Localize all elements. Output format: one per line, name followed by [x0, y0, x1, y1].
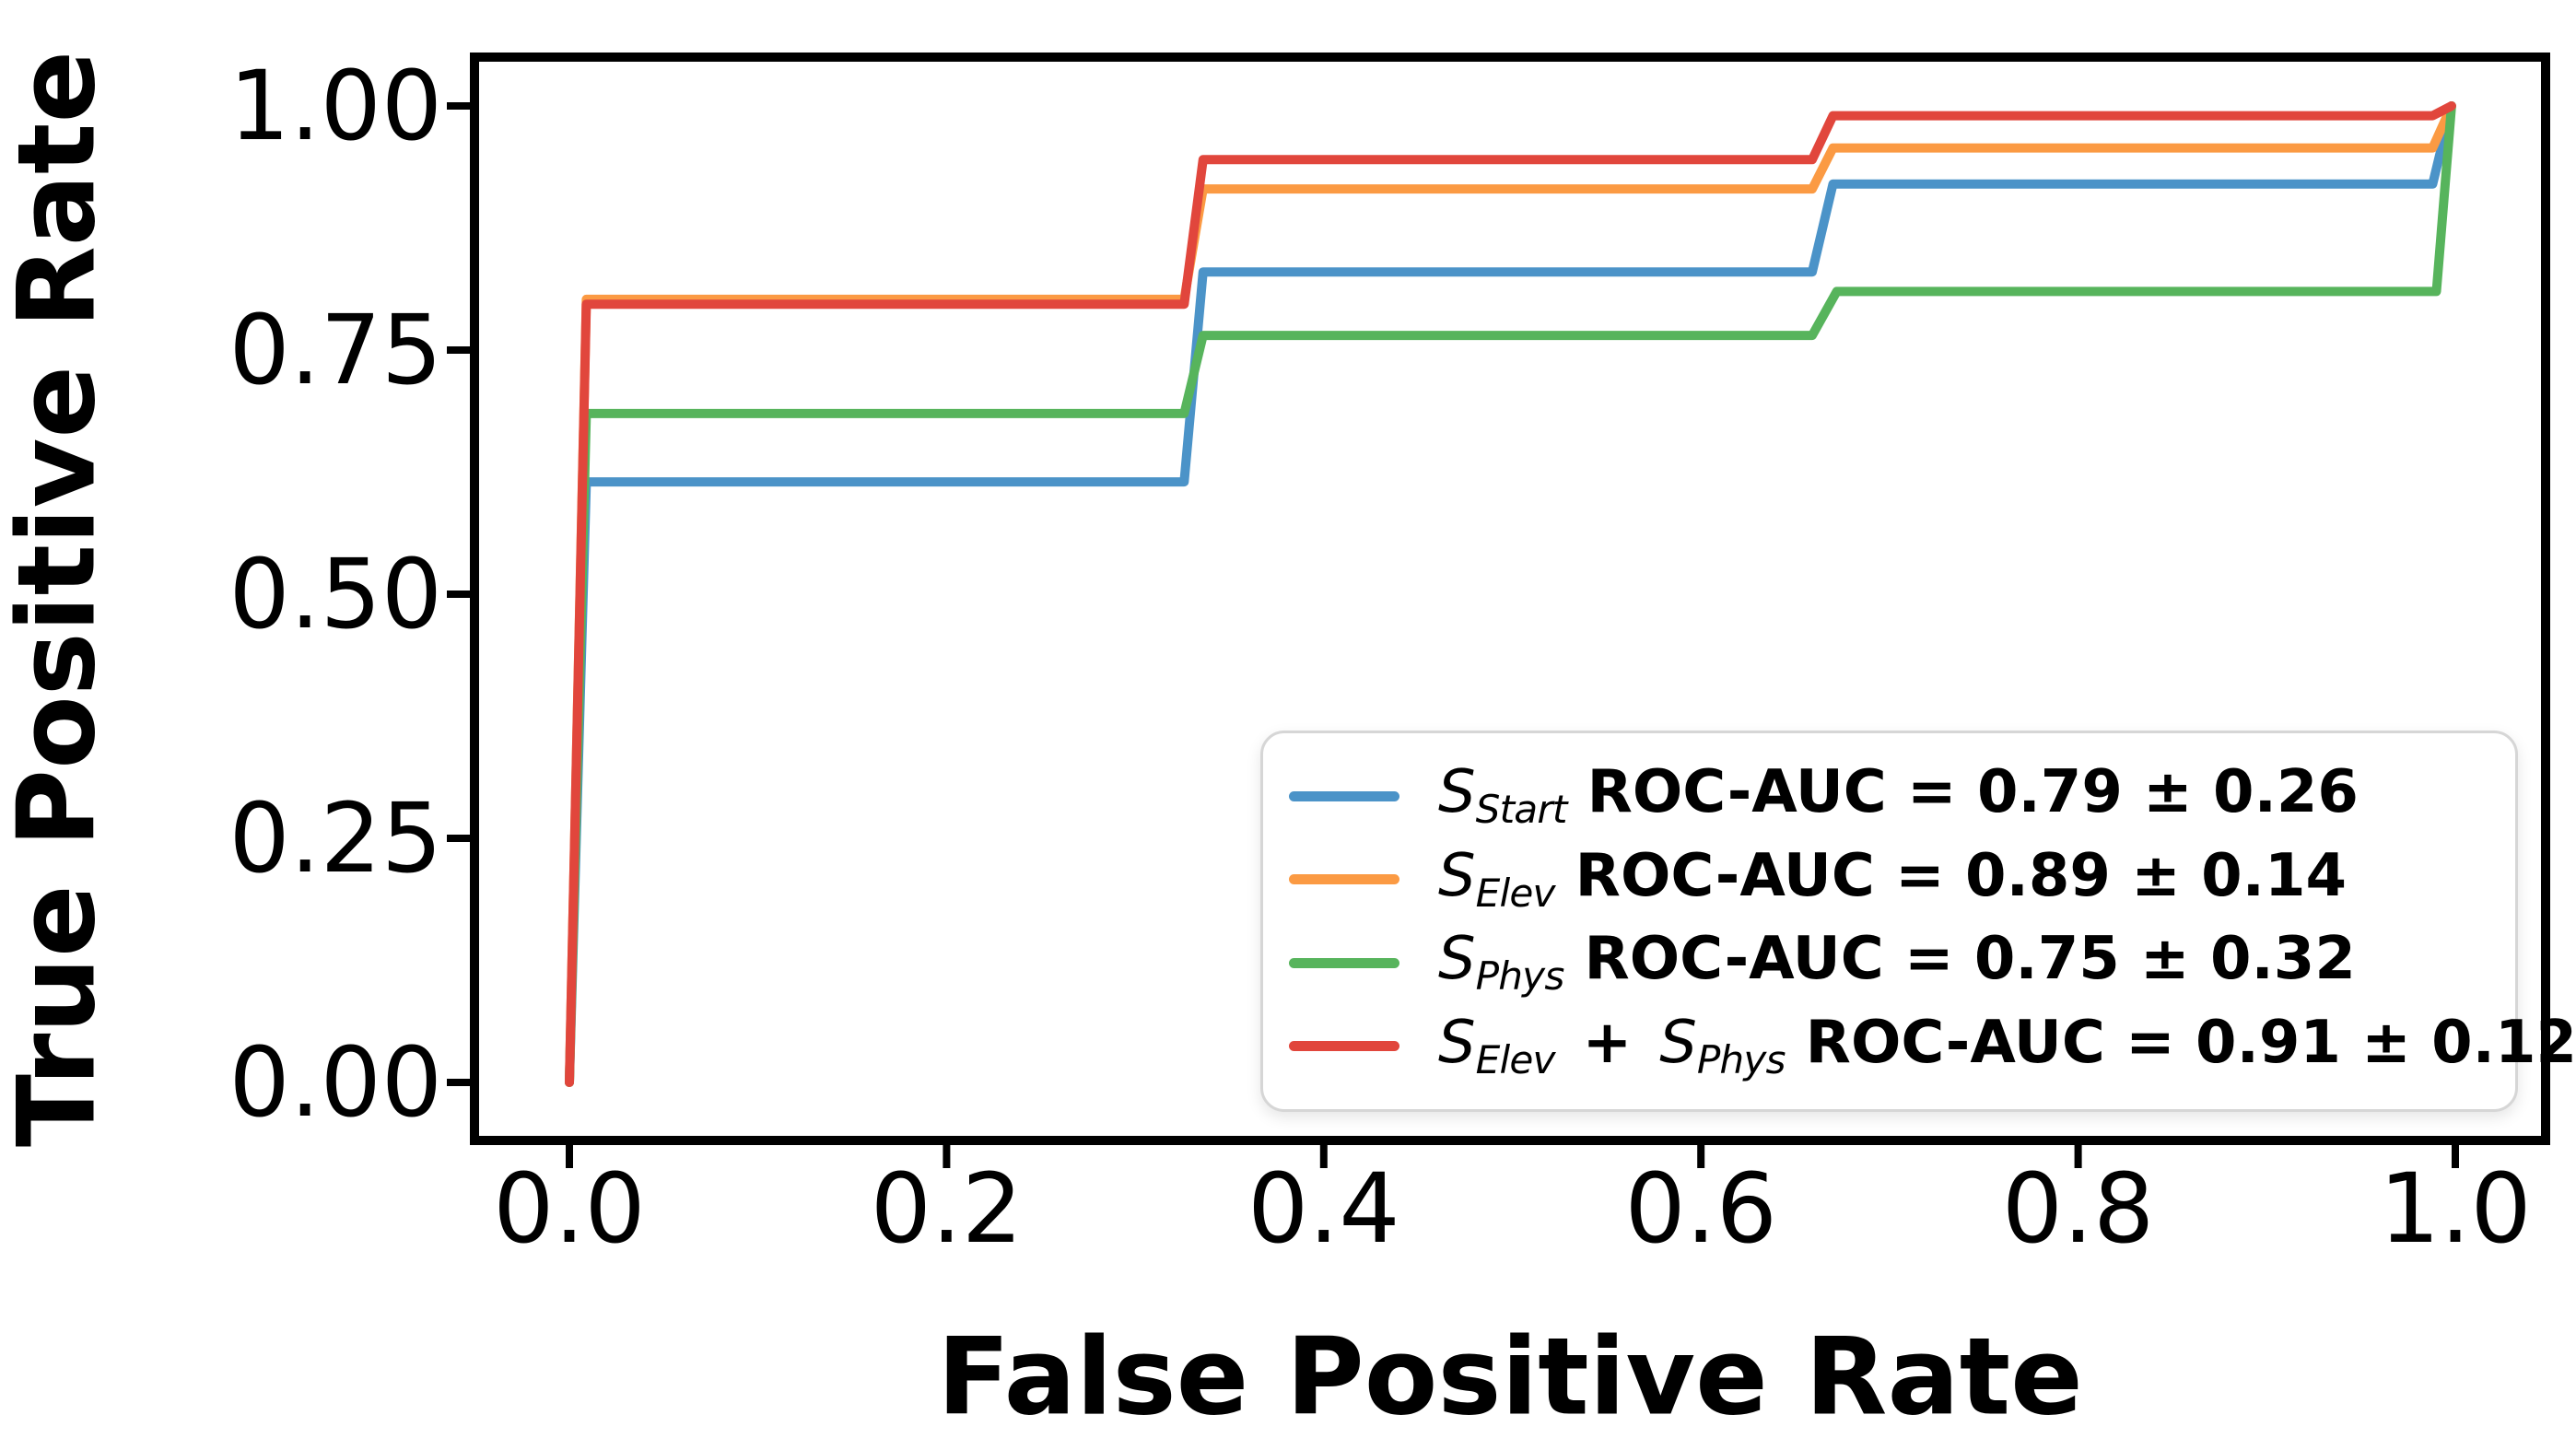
y-tick-label: 1.00 — [228, 50, 442, 162]
legend-label: SPhys ROC-AUC = 0.75 ± 0.32 — [1438, 925, 2356, 999]
legend-label: SStart ROC-AUC = 0.79 ± 0.26 — [1438, 758, 2359, 833]
roc-curve-s-elev — [565, 101, 2456, 1087]
x-tick-label: 1.0 — [2379, 1152, 2532, 1265]
legend-item: SElev ROC-AUC = 0.89 ± 0.14 — [1289, 847, 2488, 913]
x-tick-label: 0.0 — [493, 1152, 646, 1265]
roc-curve-s-start — [565, 101, 2456, 1087]
roc-curve-s-elev-s-phys — [565, 101, 2456, 1087]
y-axis-title: True Positive Rate — [0, 50, 120, 1148]
legend-line-swatch — [1289, 1041, 1399, 1052]
x-tick-label: 0.8 — [2001, 1152, 2155, 1265]
legend-item: SPhys ROC-AUC = 0.75 ± 0.32 — [1289, 930, 2488, 996]
legend-label: SElev ROC-AUC = 0.89 ± 0.14 — [1438, 841, 2348, 916]
y-tick-label: 0.75 — [228, 294, 442, 406]
legend-item: SElev + SPhys ROC-AUC = 0.91 ± 0.12 — [1289, 1013, 2576, 1080]
y-tick-label: 0.25 — [228, 782, 442, 895]
x-tick-label: 0.4 — [1247, 1152, 1400, 1265]
legend: SStart ROC-AUC = 0.79 ± 0.26 SElev ROC-AUC … — [1260, 731, 2576, 1112]
y-tick-label: 0.00 — [228, 1026, 442, 1139]
legend-line-swatch — [1289, 957, 1399, 968]
legend-line-swatch — [1289, 790, 1399, 801]
x-tick-label: 0.6 — [1624, 1152, 1777, 1265]
legend-line-swatch — [1289, 874, 1399, 885]
legend-label: SElev + SPhys ROC-AUC = 0.91 ± 0.12 — [1438, 1008, 2576, 1082]
x-tick-label: 0.2 — [870, 1152, 1024, 1265]
x-axis-title: False Positive Rate — [937, 1315, 2083, 1440]
axes-spines — [470, 53, 2550, 1145]
y-tick-label: 0.50 — [228, 538, 442, 650]
roc-curve-s-phys — [565, 101, 2456, 1087]
legend-item: SStart ROC-AUC = 0.79 ± 0.26 — [1289, 763, 2488, 829]
